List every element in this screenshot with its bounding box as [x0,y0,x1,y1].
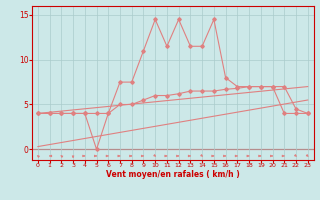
X-axis label: Vent moyen/en rafales ( km/h ): Vent moyen/en rafales ( km/h ) [106,170,240,179]
